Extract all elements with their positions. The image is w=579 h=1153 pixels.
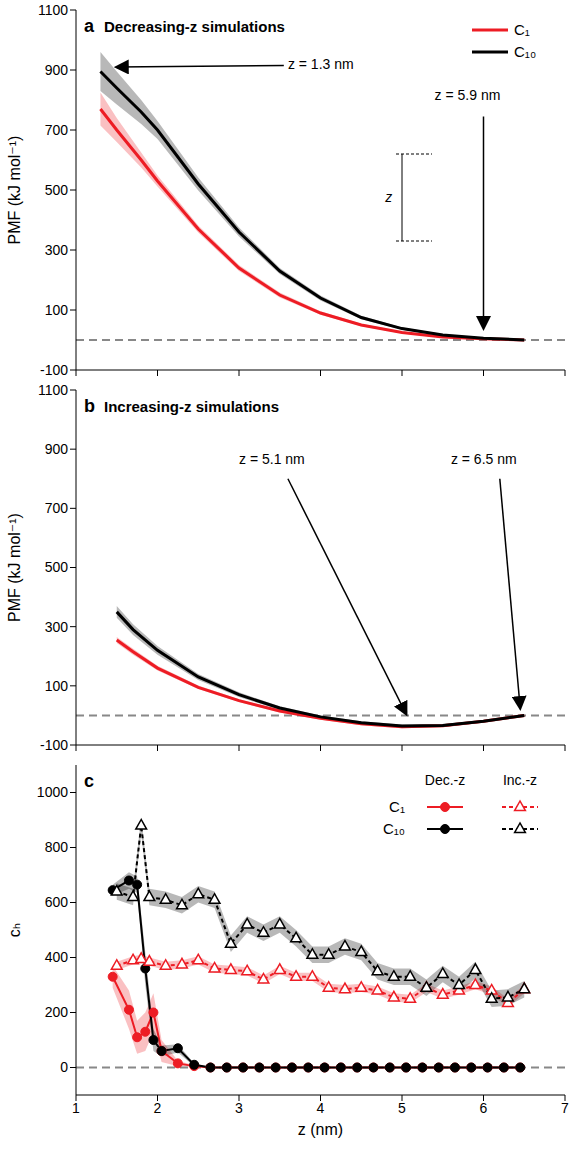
svg-text:800: 800 — [45, 839, 69, 855]
svg-text:200: 200 — [45, 1004, 69, 1020]
svg-text:1000: 1000 — [37, 784, 68, 800]
svg-text:z (nm): z (nm) — [298, 1121, 343, 1138]
svg-text:C₁: C₁ — [514, 21, 530, 38]
svg-text:z: z — [384, 189, 392, 205]
svg-text:z = 6.5 nm: z = 6.5 nm — [451, 451, 517, 467]
svg-text:6: 6 — [480, 1100, 488, 1116]
svg-text:100: 100 — [45, 678, 69, 694]
svg-text:PMF (kJ mol⁻¹): PMF (kJ mol⁻¹) — [6, 136, 23, 245]
svg-text:1: 1 — [72, 1100, 80, 1116]
svg-text:1100: 1100 — [38, 382, 68, 398]
svg-text:Inc.-z: Inc.-z — [503, 772, 537, 788]
svg-text:c: c — [84, 771, 94, 791]
svg-text:700: 700 — [45, 122, 69, 138]
svg-text:5: 5 — [398, 1100, 406, 1116]
svg-text:C₁₀: C₁₀ — [383, 820, 405, 837]
svg-text:100: 100 — [45, 302, 69, 318]
svg-text:7: 7 — [561, 1100, 569, 1116]
svg-text:900: 900 — [45, 441, 69, 457]
svg-text:a: a — [84, 16, 95, 36]
svg-text:600: 600 — [45, 894, 69, 910]
svg-text:500: 500 — [45, 182, 69, 198]
svg-text:500: 500 — [45, 559, 69, 575]
svg-text:1100: 1100 — [38, 2, 68, 18]
svg-text:400: 400 — [45, 949, 69, 965]
svg-text:4: 4 — [317, 1100, 325, 1116]
svg-text:-100: -100 — [40, 362, 68, 378]
svg-text:300: 300 — [45, 619, 69, 635]
svg-text:900: 900 — [45, 62, 69, 78]
svg-text:PMF (kJ mol⁻¹): PMF (kJ mol⁻¹) — [6, 513, 23, 622]
svg-text:3: 3 — [235, 1100, 243, 1116]
svg-text:300: 300 — [45, 242, 69, 258]
svg-text:z = 5.9 nm: z = 5.9 nm — [435, 87, 501, 103]
svg-text:C₁₀: C₁₀ — [514, 43, 536, 60]
svg-text:cₕ: cₕ — [6, 923, 23, 937]
svg-text:C₁: C₁ — [389, 798, 405, 815]
svg-text:700: 700 — [45, 500, 69, 516]
svg-text:Decreasing-z simulations: Decreasing-z simulations — [104, 18, 285, 35]
svg-text:z = 5.1 nm: z = 5.1 nm — [239, 451, 305, 467]
svg-text:Dec.-z: Dec.-z — [425, 772, 465, 788]
svg-text:b: b — [84, 396, 95, 416]
svg-text:Increasing-z simulations: Increasing-z simulations — [104, 398, 279, 415]
svg-text:0: 0 — [60, 1059, 68, 1075]
svg-text:z = 1.3 nm: z = 1.3 nm — [288, 56, 354, 72]
svg-text:2: 2 — [154, 1100, 162, 1116]
svg-text:-100: -100 — [40, 737, 68, 753]
